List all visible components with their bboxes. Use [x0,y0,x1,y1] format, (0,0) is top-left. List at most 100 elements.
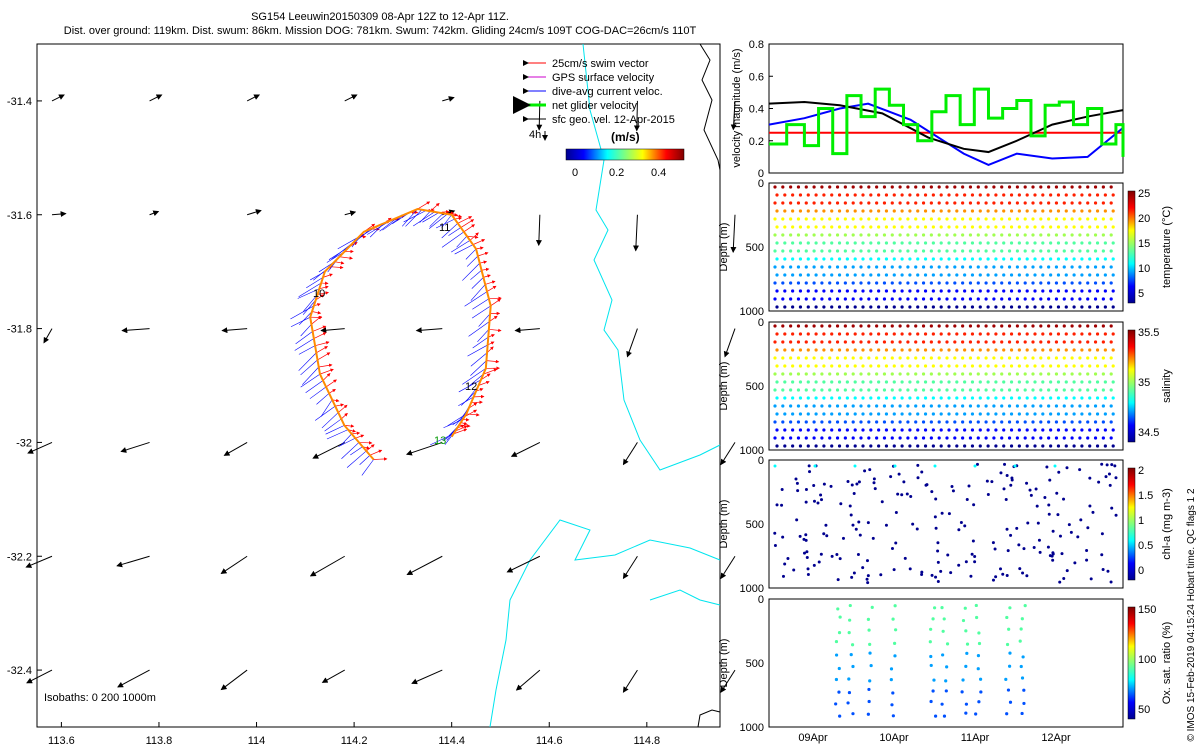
profile-dot [1056,193,1061,197]
profile-dot [775,412,779,416]
profile-dot [1072,348,1076,352]
profile-dot [1049,348,1053,352]
profile-dot [830,380,834,384]
profile-dot [836,607,840,611]
profile-dot [773,436,777,440]
profile-dot [955,225,959,229]
profile-dot [923,289,928,293]
profile-dot [933,464,937,468]
profile-dot [984,265,988,269]
profile-dot [968,340,973,344]
profile-dot [1015,185,1019,189]
profile-dot [1009,428,1014,432]
profile-dot [783,305,787,309]
panel-colorbar [1127,606,1136,720]
profile-dot [1111,348,1115,352]
profile-dot [937,201,941,205]
profile-dot [845,305,849,309]
profile-dot [1088,289,1092,293]
profile-dot [921,201,926,205]
sfc-velocity-arrow [344,94,358,102]
panel-ylabel: Depth (m) [718,223,730,272]
profile-dot [923,396,928,400]
profile-dot [992,420,996,424]
profile-dot [812,420,816,424]
profile-dot [789,340,793,344]
profile-dot [953,281,957,285]
profile-dot [953,340,957,344]
profile-dot [961,249,965,253]
profile-dot [986,257,990,261]
profile-dot [1057,470,1061,474]
profile-dot [828,356,832,360]
profile-dot [859,340,863,344]
dac-vector [359,455,371,465]
profile-dot [812,499,816,503]
profile-dot [1095,380,1100,384]
profile-dot [1104,475,1108,479]
profile-dot [931,241,935,245]
profile-dot [976,265,980,269]
profile-dot [838,557,842,561]
profile-dot [867,201,871,205]
profile-dot [852,492,856,496]
profile-dot [879,573,883,577]
profile-dot [953,217,957,221]
profile-dot [859,281,863,285]
swim-vector [486,285,497,292]
profile-dot [867,628,871,632]
profile-dot [931,689,935,693]
profile-dot [937,356,941,360]
profile-dot [992,217,996,221]
profile-dot [908,348,912,352]
sfc-velocity-arrow [535,214,542,247]
profile-dot [961,436,965,440]
profile-dot [986,305,990,309]
profile-dot [939,241,943,245]
profile-dot [867,265,871,269]
profile-dot [775,380,779,384]
profile-dot [923,257,928,261]
profile-dot [929,372,933,376]
profile-dot [1062,436,1066,440]
profile-dot [1078,420,1082,424]
profile-dot [814,444,818,448]
profile-dot [1005,574,1009,578]
sfc-velocity-arrow [43,328,53,344]
profile-dot [775,332,779,336]
profile-dot [830,193,834,197]
profile-dot [882,249,887,253]
profile-dot [1056,289,1061,293]
profile-dot [859,249,863,253]
profile-dot [786,556,790,560]
profile-dot [1033,305,1037,309]
profile-dot [939,348,943,352]
profile-dot [1000,324,1004,328]
profile-dot [775,348,779,352]
profile-dot [869,364,873,368]
x-tick-label: 114.4 [438,735,465,747]
profile-dot [866,521,870,525]
profile-dot [921,372,926,376]
profile-dot [1015,372,1019,376]
profile-dot [953,324,957,328]
profile-dot [984,297,988,301]
cbar-tick: 0.5 [1138,540,1153,552]
profile-dot [978,193,982,197]
profile-dot [851,201,855,205]
profile-dot [773,388,777,392]
profile-dot [1031,404,1035,408]
profile-dot [828,217,832,221]
profile-dot [978,428,982,432]
profile-dot [923,273,928,277]
profile-dot [1069,530,1073,534]
swim-vector [457,216,473,224]
profile-dot [963,444,967,448]
profile-dot [1018,639,1022,643]
profile-dot [978,225,982,229]
profile-dot [1002,241,1006,245]
profile-dot [773,324,777,328]
profile-dot [1017,380,1021,384]
profile-dot [781,201,785,205]
profile-dot [845,444,849,448]
